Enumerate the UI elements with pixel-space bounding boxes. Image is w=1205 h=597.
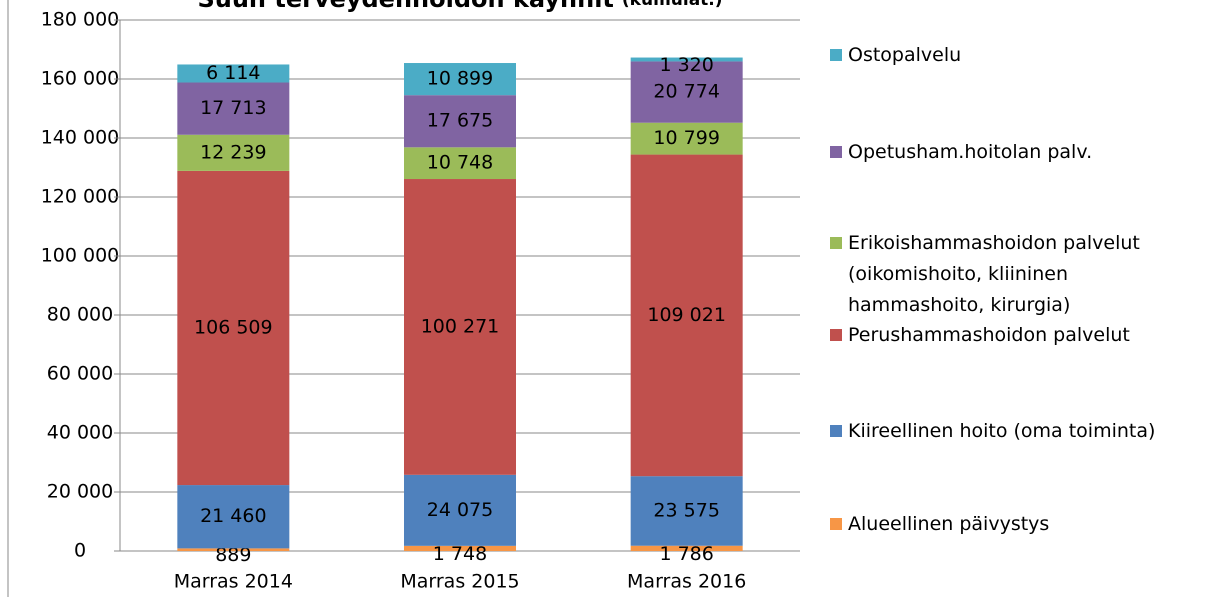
data-label: 109 021 [647, 304, 726, 326]
x-tick-label: Marras 2016 [627, 571, 746, 593]
data-label: 6 114 [206, 62, 260, 84]
legend-item: Opetusham.hoitolan palv. [830, 137, 1190, 168]
data-label: 10 748 [427, 152, 493, 174]
bar-segment [177, 548, 290, 551]
bar-segment [630, 122, 743, 155]
legend-label: Erikoishammashoidon palvelut (oikomishoi… [848, 232, 1140, 316]
legend-item: Alueellinen päivystys [830, 509, 1190, 540]
legend-swatch [830, 237, 842, 249]
bar-segment [177, 170, 290, 486]
bar-segment [404, 474, 516, 546]
y-tick-label: 180 000 [41, 9, 120, 31]
y-tick-label: 140 000 [41, 127, 120, 149]
bar-segment [630, 154, 743, 477]
bar-segment [404, 63, 516, 96]
bar-segment [630, 545, 743, 551]
y-tick-label: 120 000 [41, 186, 120, 208]
bar-segment [177, 485, 290, 549]
y-tick-label: 160 000 [41, 68, 120, 90]
y-tick-label: 60 000 [47, 363, 113, 385]
bar-segment [177, 134, 290, 171]
bar-segment [404, 179, 516, 475]
bar-segment [630, 61, 743, 123]
legend-label: Alueellinen päivystys [848, 513, 1050, 535]
bar-segment [177, 82, 290, 135]
data-label: 17 675 [427, 110, 493, 132]
data-label: 106 509 [194, 316, 273, 338]
bar-segment [630, 476, 743, 546]
legend-label: Opetusham.hoitolan palv. [848, 141, 1093, 163]
chart-subtitle: (kumulat.) [622, 0, 723, 10]
bar-segment [177, 64, 290, 83]
legend-label: Kiireellinen hoito (oma toiminta) [848, 420, 1156, 442]
data-label: 1 786 [659, 543, 713, 565]
data-label: 23 575 [653, 499, 719, 521]
bar-segment [404, 545, 516, 551]
data-label: 100 271 [421, 315, 500, 337]
data-label: 21 460 [200, 505, 266, 527]
bar-segment [404, 147, 516, 180]
data-label: 20 774 [653, 81, 719, 103]
legend-swatch [830, 49, 842, 61]
legend-item: Perushammashoidon palvelut [830, 320, 1190, 351]
data-label: 12 239 [200, 141, 266, 163]
data-label: 889 [215, 544, 251, 566]
data-label: 10 799 [653, 127, 719, 149]
x-tick-label: Marras 2014 [174, 571, 293, 593]
data-label: 24 075 [427, 499, 493, 521]
bar-segment [630, 57, 743, 62]
legend-label: Perushammashoidon palvelut [848, 324, 1130, 346]
legend-item: Erikoishammashoidon palvelut (oikomishoi… [830, 228, 1190, 321]
legend-item: Kiireellinen hoito (oma toiminta) [830, 416, 1190, 447]
y-tick-label: 20 000 [47, 481, 113, 503]
legend-label: Ostopalvelu [848, 44, 962, 66]
legend-item: Ostopalvelu [830, 40, 1190, 71]
y-tick-label: 40 000 [47, 422, 113, 444]
data-label: 10 899 [427, 68, 493, 90]
x-tick-label: Marras 2015 [400, 571, 519, 593]
y-tick-label: 80 000 [47, 304, 113, 326]
y-tick-label: 100 000 [41, 245, 120, 267]
data-label: 1 320 [659, 54, 713, 76]
chart-title: Suun terveydenhoidon käynnit [197, 0, 613, 13]
chart-title-group: Suun terveydenhoidon käynnit (kumulat.) [197, 0, 722, 13]
legend-swatch [830, 518, 842, 530]
legend-swatch [830, 146, 842, 158]
y-tick-label: 0 [74, 540, 86, 562]
data-label: 17 713 [200, 97, 266, 119]
bar-segment [404, 95, 516, 148]
legend-swatch [830, 329, 842, 341]
data-label: 1 748 [433, 543, 487, 565]
legend-swatch [830, 425, 842, 437]
